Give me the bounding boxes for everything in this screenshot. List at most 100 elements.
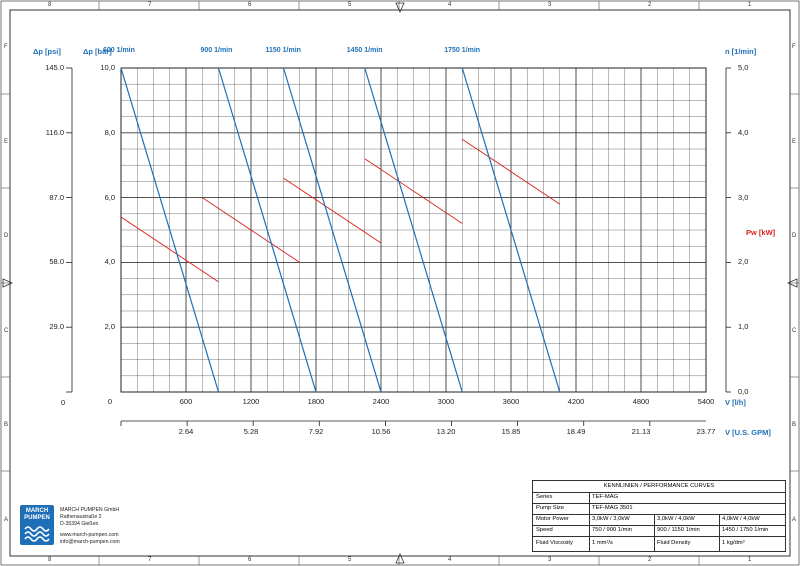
center-mark-left [2, 278, 13, 288]
psi-tick-label: 29.0 [49, 322, 64, 332]
frame-col-number: 7 [148, 2, 152, 8]
frame-row-letter: D [4, 233, 9, 239]
frame-col-number: 6 [248, 2, 252, 8]
frame-col-number: 2 [648, 2, 652, 8]
fluid-viscosity-value: 1 mm²/s [592, 540, 613, 546]
frame-row-letter: F [792, 44, 796, 50]
center-mark-right [787, 278, 798, 288]
fluid-density-label: Fluid Density [657, 540, 691, 546]
bar-tick-label: 10,0 [100, 63, 115, 72]
dp-bar-axis-label: Δp [bar] [83, 47, 112, 56]
flow-gpm-tick-label: 7.92 [308, 427, 324, 436]
speed-label-2: 900 1/min [200, 47, 233, 54]
psi-tick-label: 116.0 [45, 127, 64, 137]
logo-text-pumpen: PUMPEN [24, 515, 50, 521]
frame-col-number: 1 [748, 2, 752, 8]
frame-col-number: 1 [748, 557, 752, 563]
n-tick-label: 5,0 [738, 63, 749, 72]
frame-col-number: 6 [248, 557, 252, 563]
speed-value-3: 1450 / 1750 1/min [722, 527, 769, 533]
company-name: MARCH PUMPEN GmbH [60, 507, 120, 513]
dp-psi-axis-label: Δp [psi] [33, 47, 61, 56]
flow-lh-tick-label: 2400 [372, 397, 390, 406]
frame-row-letter: B [792, 422, 797, 428]
flow-lh-tick-label: 600 [179, 397, 193, 406]
power-curve-3 [283, 177, 382, 244]
speed-value-2: 900 / 1150 1/min [657, 527, 700, 533]
motor-power-value-2: 3,0kW / 4,0kW [657, 516, 695, 522]
bar-tick-label: 4,0 [104, 257, 115, 267]
n-tick-label: 4,0 [738, 127, 749, 137]
bar-tick-label: 6,0 [104, 192, 115, 202]
frame-row-letter: A [792, 516, 797, 523]
frame-row-letter: C [4, 327, 9, 334]
psi-tick-label: 58.0 [49, 257, 64, 267]
flow-lh-tick-label: 0 [107, 397, 113, 406]
title-block-heading: KENNLINIEN / PERFORMANCE CURVES [603, 483, 715, 489]
head-curve-3 [282, 67, 382, 393]
speed-label-5: 1750 1/min [444, 47, 481, 54]
frame-row-letter: A [4, 516, 9, 523]
v-gpm-axis-label: V [U.S. GPM] [725, 428, 771, 437]
motor-power-label: Motor Power [536, 516, 569, 522]
head-curve-5 [461, 67, 561, 393]
march-pumpen-logo: MARCH PUMPEN [20, 505, 54, 545]
frame-col-number: 5 [348, 2, 352, 8]
speed-label: Speed [536, 527, 553, 533]
wave-icon [24, 526, 50, 542]
fluid-viscosity-label: Fluid Viscosity [536, 540, 573, 546]
head-curve-2 [217, 67, 317, 393]
motor-power-value-1: 3,0kW / 3,0kW [592, 516, 630, 522]
speed-label-3: 1150 1/min [265, 47, 301, 54]
company-city: D-35394 Gießen [60, 521, 99, 527]
frame-col-number: 7 [148, 557, 152, 563]
company-email-link[interactable]: info@march-pumpen.com [60, 539, 120, 545]
flow-lh-tick-label: 4800 [632, 397, 650, 406]
head-curve-1 [120, 67, 220, 393]
logo-text-march: MARCH [25, 508, 49, 514]
frame-row-letter: F [4, 44, 8, 50]
speed-label-4: 1450 1/min [346, 47, 383, 54]
flow-gpm-tick-label: 23.77 [696, 427, 716, 436]
series-value: TEF-MAG [592, 494, 619, 500]
inner-frame [9, 9, 791, 557]
power-curve-2 [202, 197, 300, 263]
flow-lh-tick-label: 3600 [502, 397, 520, 406]
speed-label-1: 600 1/min [103, 47, 135, 54]
flow-gpm-tick-label: 18.49 [566, 427, 586, 436]
n-tick-label: 2,0 [738, 257, 749, 267]
flow-lh-tick-label: 5400 [697, 397, 715, 406]
frame-col-number: 5 [348, 557, 352, 563]
fluid-density-value: 1 kg/dm³ [722, 540, 745, 546]
frame-col-number: 3 [548, 557, 552, 563]
speed-value-1: 750 / 900 1/min [592, 527, 632, 533]
center-mark-bottom [395, 553, 405, 564]
n-tick-label: 3,0 [738, 192, 749, 202]
psi-tick-label: 87.0 [49, 192, 64, 202]
flow-gpm-tick-label: 13.20 [436, 427, 456, 436]
v-lh-axis-label: V [l/h] [725, 398, 746, 407]
pump-size-label: Pump Size [536, 505, 565, 511]
frame-col-number: 4 [448, 557, 452, 563]
motor-power-value-3: 4,0kW / 4,0kW [722, 516, 760, 522]
bar-tick-label: 8,0 [104, 127, 115, 137]
pump-size-value: TEF-MAG 3501 [592, 505, 633, 511]
flow-lh-tick-label: 4200 [567, 397, 585, 406]
frame-row-letter: B [4, 422, 9, 428]
title-block: KENNLINIEN / PERFORMANCE CURVES Series T… [532, 480, 786, 552]
center-mark-top [395, 2, 405, 13]
pw-axis-label: Pw [kW] [746, 228, 776, 237]
frame-col-number: 8 [48, 557, 52, 563]
head-curve-4 [364, 67, 463, 393]
power-curve-5 [462, 138, 560, 205]
n-tick-label: 0,0 [738, 387, 749, 396]
plot-area [120, 67, 707, 393]
company-web-link[interactable]: www.march-pumpen.com [60, 532, 119, 538]
frame-col-number: 4 [448, 2, 452, 8]
frame-col-number: 8 [48, 2, 52, 8]
flow-lh-tick-label: 1200 [242, 397, 260, 406]
series-label: Series [536, 494, 553, 500]
power-curve-4 [364, 158, 463, 224]
flow-gpm-tick-label: 10.56 [371, 427, 391, 436]
